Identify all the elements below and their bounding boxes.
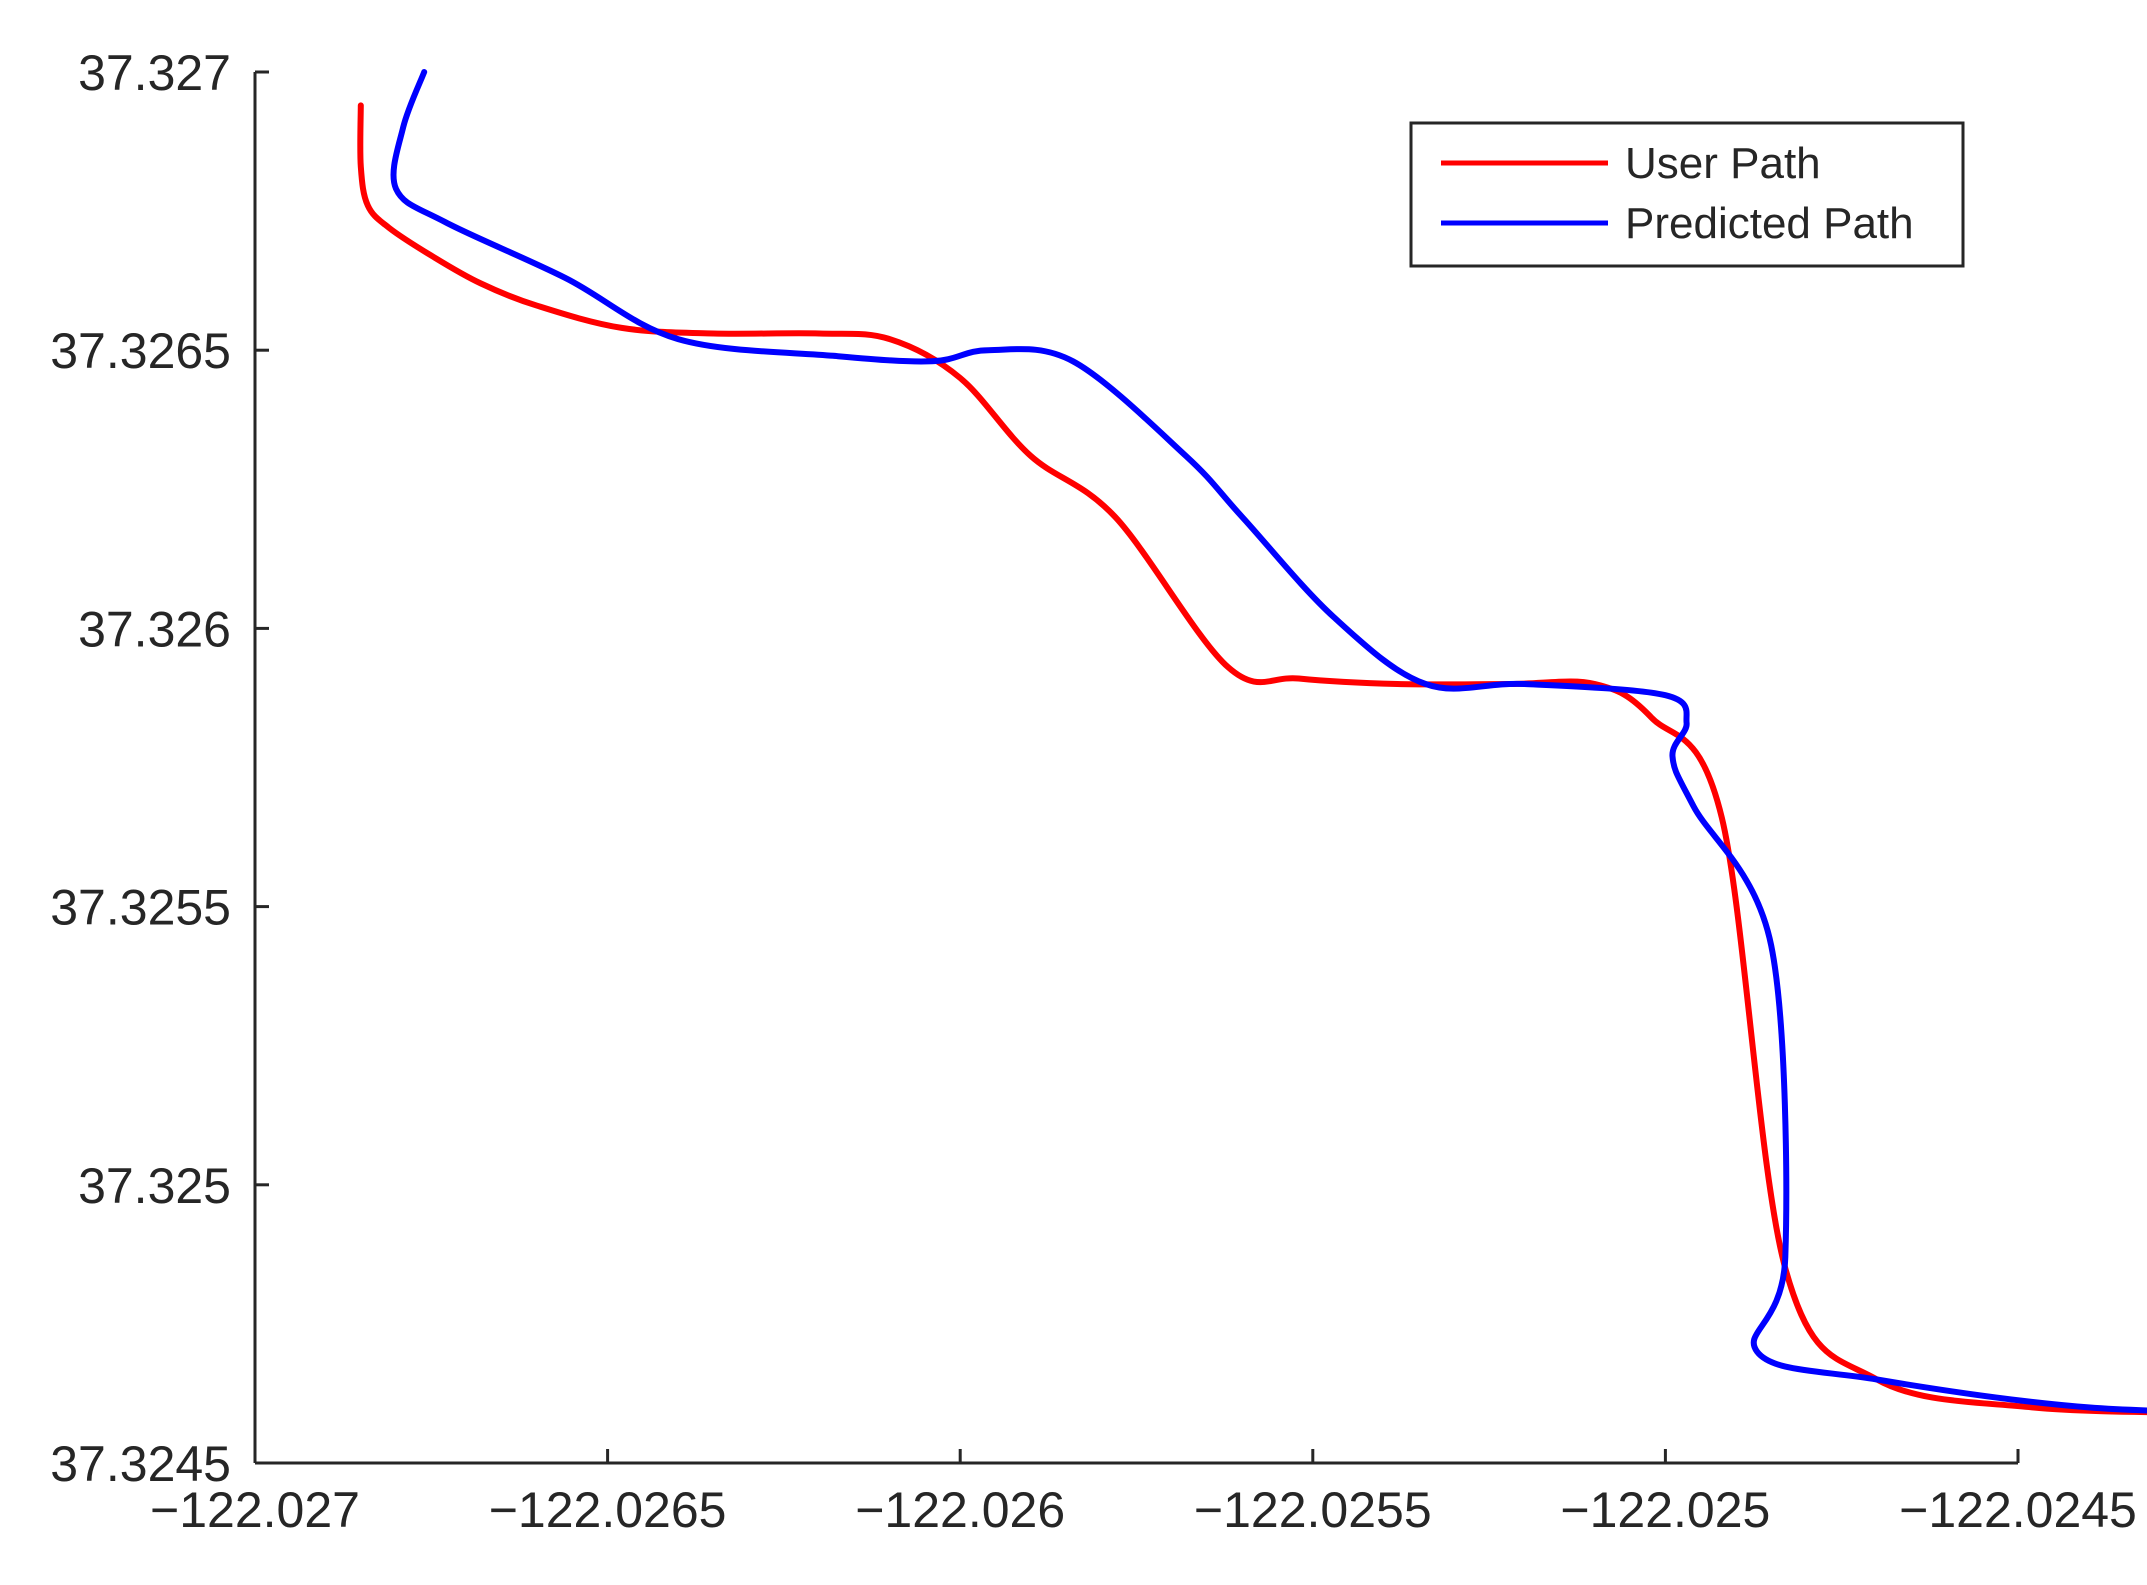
y-tick-label: 37.326: [78, 601, 231, 657]
series-line-user-path: [357, 102, 2147, 1416]
y-tick-labels: 37.3245 37.325 37.3255 37.326 37.3265 37.327: [50, 45, 231, 1492]
x-tick-label: −122.025: [1560, 1482, 1770, 1538]
x-tick-label: −122.026: [855, 1482, 1065, 1538]
x-ticks: [253, 1449, 2020, 1463]
x-tick-label: −122.027: [150, 1482, 360, 1538]
x-tick-label: −122.0245: [1899, 1482, 2137, 1538]
legend-label-user-path: User Path: [1625, 139, 1821, 188]
legend-box: [1409, 121, 1965, 268]
y-tick-label: 37.327: [78, 45, 231, 101]
x-tick-label: −122.0255: [1194, 1482, 1432, 1538]
axes: [253, 72, 2018, 1465]
y-ticks: [255, 70, 269, 1465]
x-tick-label: −122.0265: [489, 1482, 727, 1538]
series-lines: [357, 69, 2147, 1416]
x-tick-labels: −122.027 −122.0265 −122.026 −122.0255 −122.0…: [150, 1482, 2137, 1538]
y-tick-label: 37.3265: [50, 323, 231, 379]
legend: User Path Predicted Path: [1409, 121, 1965, 268]
legend-label-predicted-path: Predicted Path: [1625, 199, 1914, 248]
y-tick-label: 37.3255: [50, 880, 231, 936]
series-line-predicted-path: [390, 69, 2147, 1414]
y-tick-label: 37.3245: [50, 1436, 231, 1492]
y-tick-label: 37.325: [78, 1158, 231, 1214]
